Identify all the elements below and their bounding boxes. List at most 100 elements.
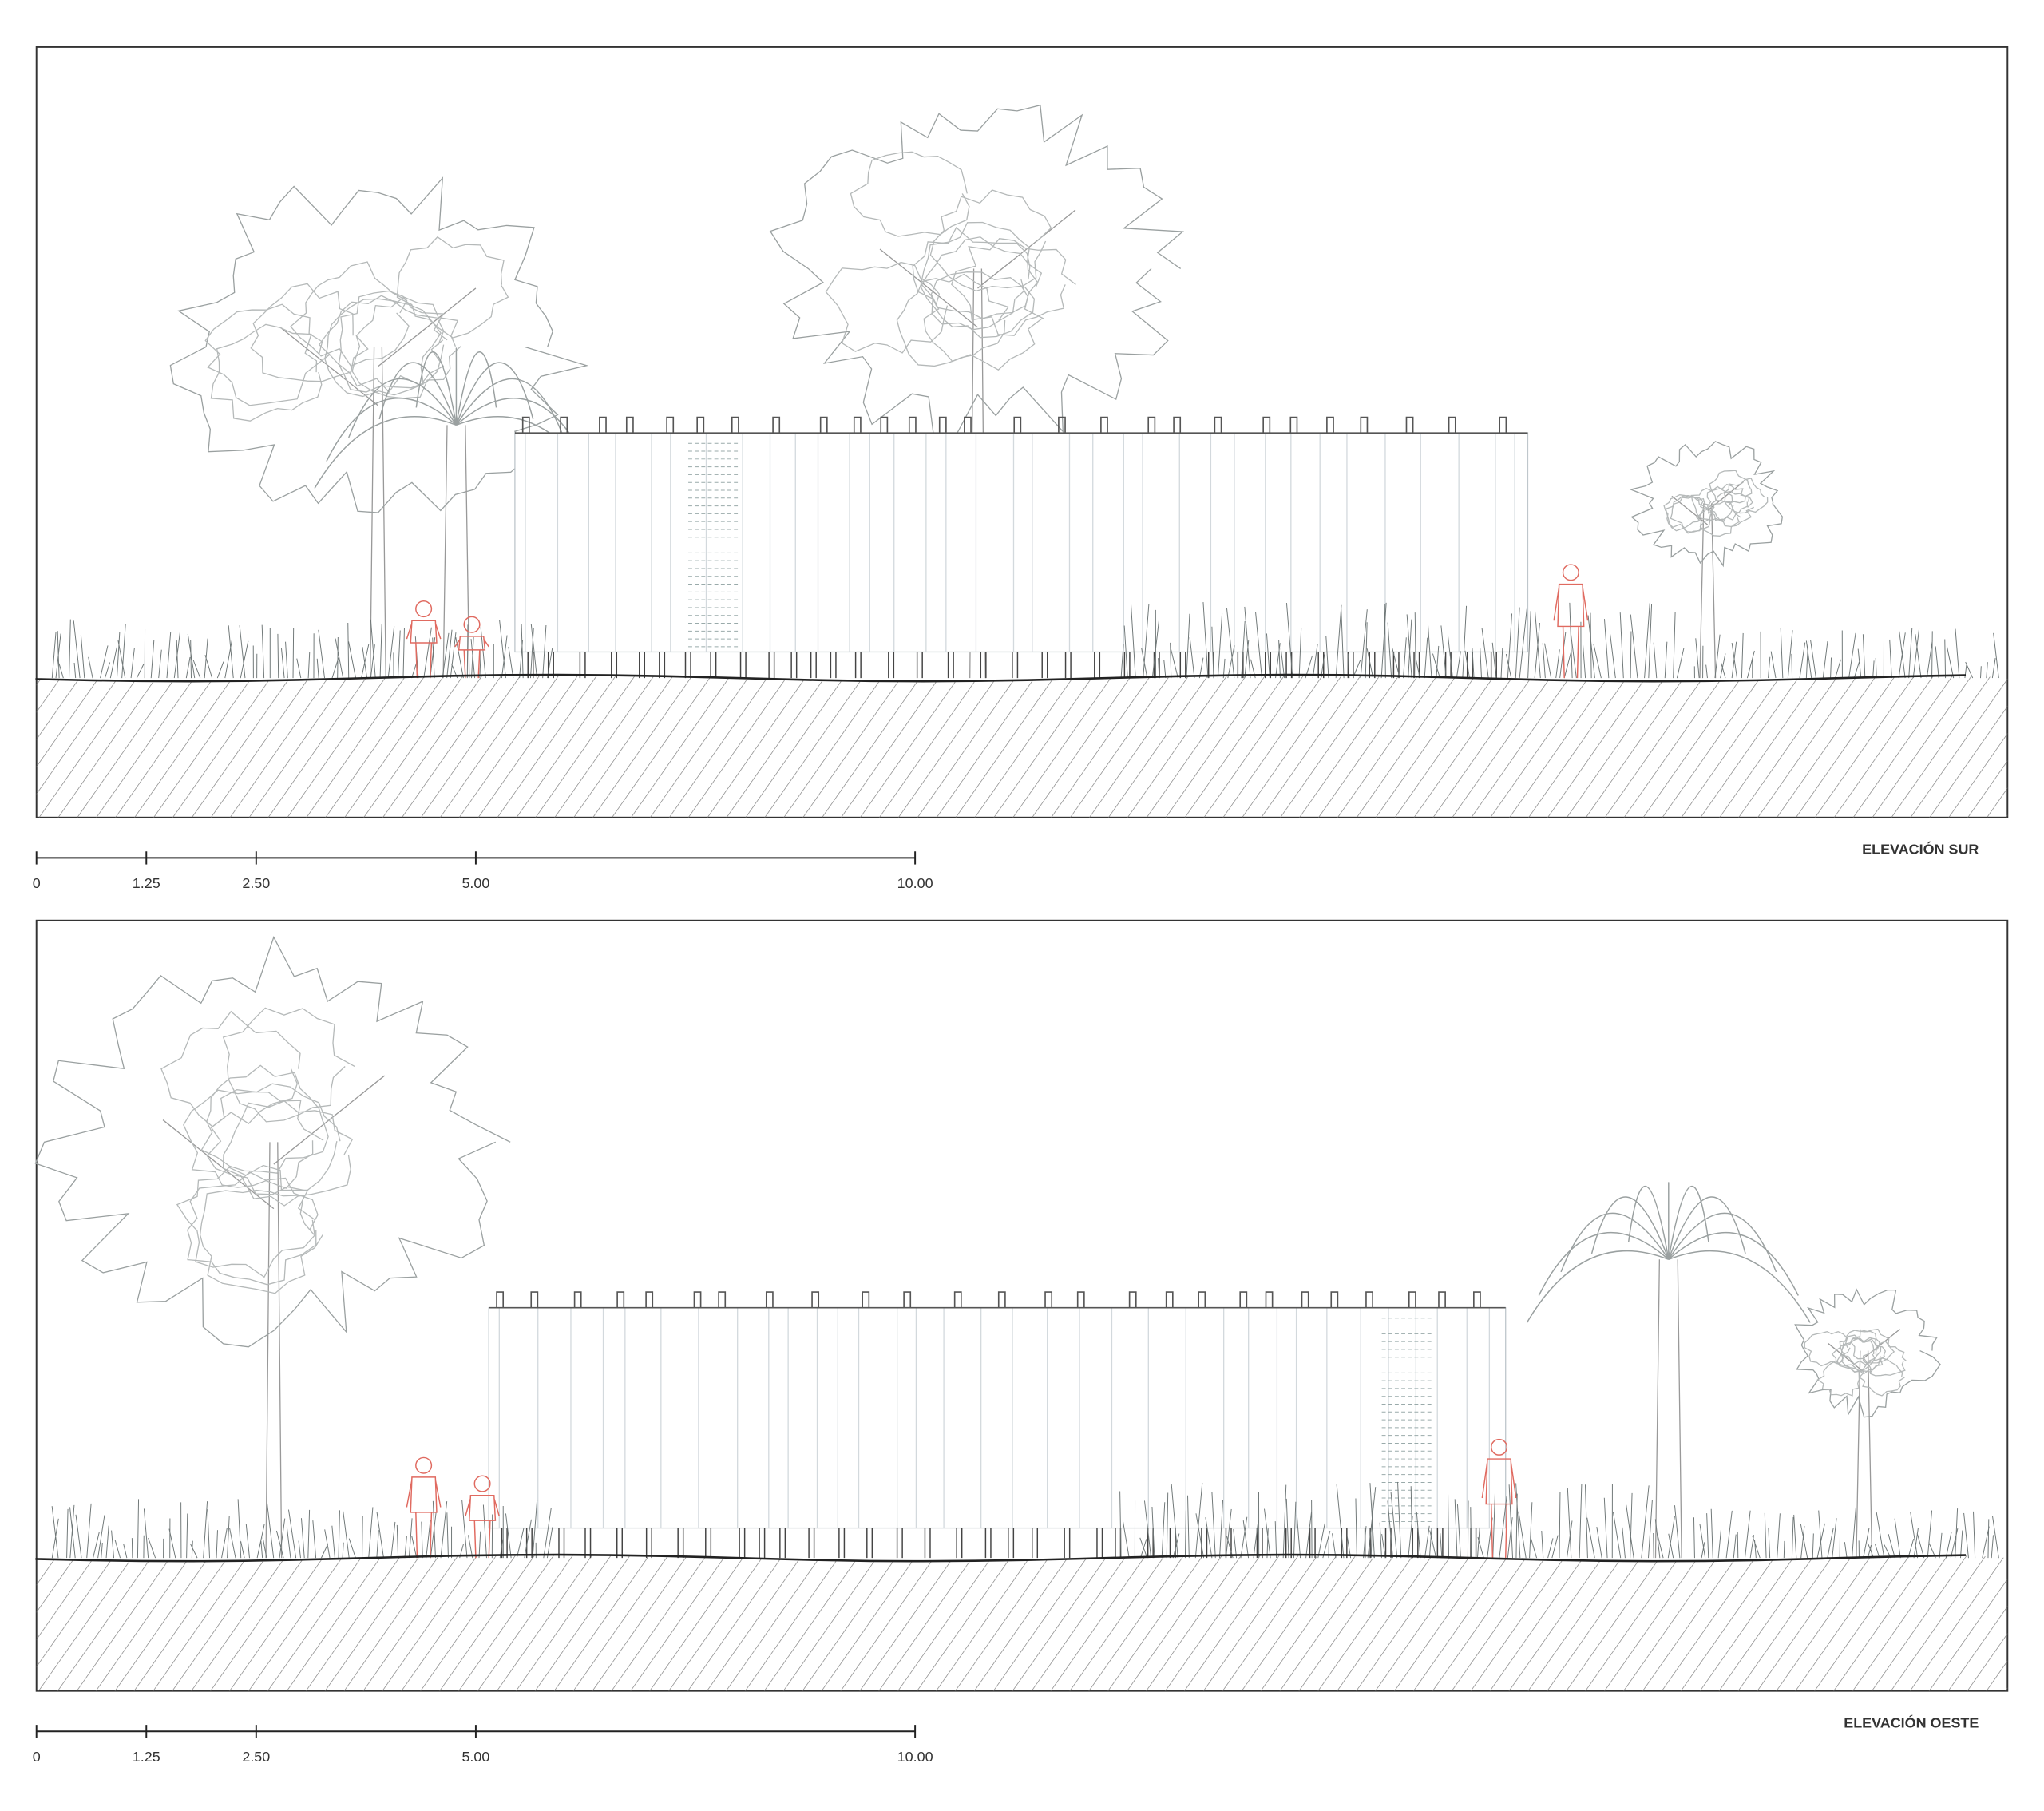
tree-outline — [1836, 1337, 1881, 1373]
roof-post — [616, 1291, 625, 1308]
base-post — [810, 652, 817, 679]
base-post — [677, 1528, 684, 1559]
scale-label: 1.25 — [133, 1749, 160, 1765]
palm-frond — [1526, 1250, 1670, 1323]
roof-post — [1198, 1291, 1206, 1308]
tree-trunk — [1671, 481, 1745, 679]
roof-post — [645, 1291, 654, 1308]
grass — [51, 619, 553, 679]
tree-outline — [951, 238, 1076, 336]
base-post — [768, 652, 775, 679]
tree-outline — [160, 1010, 301, 1127]
tree-outline — [34, 936, 511, 1348]
base-post — [838, 1528, 846, 1559]
roof-post — [1448, 416, 1456, 434]
roof-post — [862, 1291, 870, 1308]
ground-hatch — [36, 675, 2008, 818]
roof-post — [599, 416, 607, 434]
palm-frond — [1668, 1186, 1709, 1260]
roof-post — [908, 416, 917, 434]
scale-label: 2.50 — [242, 1749, 270, 1765]
grass — [51, 1499, 553, 1559]
roof-post — [696, 416, 705, 434]
roof-post — [1147, 416, 1156, 434]
roof-post — [765, 1291, 774, 1308]
base-post — [1265, 652, 1272, 679]
roof-post — [1405, 416, 1414, 434]
roof-post — [1438, 1291, 1446, 1308]
roof-post — [1173, 416, 1182, 434]
tree-outline — [318, 295, 445, 393]
tree-outline — [1670, 496, 1713, 533]
base-post — [1012, 652, 1019, 679]
base-post — [639, 652, 646, 679]
ground-line — [35, 1553, 1967, 1563]
base-post — [779, 1528, 786, 1559]
roof-post — [1301, 1291, 1309, 1308]
roof-post — [772, 416, 781, 434]
tree-outline — [1850, 1328, 1895, 1364]
tree-outline — [825, 261, 949, 354]
scale-label: 1.25 — [133, 875, 160, 891]
base-post — [739, 652, 747, 679]
roof-post — [953, 1291, 962, 1308]
person-head — [1562, 564, 1579, 581]
person-body — [1481, 1458, 1517, 1559]
person-head — [473, 1475, 491, 1492]
tree-outline — [204, 303, 331, 406]
scale-label: 10.00 — [897, 1749, 933, 1765]
building-facade — [514, 432, 1529, 653]
tree-outline — [1690, 485, 1734, 523]
base-post — [1201, 1528, 1208, 1559]
base-post — [1309, 1528, 1316, 1559]
base-post — [659, 652, 666, 679]
roof-post — [1365, 1291, 1373, 1308]
roof-post — [811, 1291, 820, 1308]
palm-frond — [1668, 1250, 1811, 1323]
tree-outline — [912, 226, 1031, 331]
tree-outline — [1831, 1334, 1876, 1373]
tree-outline — [1723, 478, 1769, 514]
roof-post — [1076, 1291, 1085, 1308]
roof-post — [1128, 1291, 1137, 1308]
roof-post — [903, 1291, 912, 1308]
person-body — [454, 636, 489, 679]
tree-outline — [176, 1164, 316, 1278]
palm-frond — [1668, 1196, 1746, 1260]
base-post — [1179, 652, 1186, 679]
elevation-title: ELEVACIÓN SUR — [1862, 841, 1979, 858]
base-post — [1369, 652, 1376, 679]
base-post — [1064, 652, 1072, 679]
roof-post — [1058, 416, 1066, 434]
base-post — [896, 1528, 903, 1559]
base-post — [739, 1528, 746, 1559]
palm-frond — [1627, 1186, 1670, 1260]
tree-outline — [1858, 1357, 1905, 1397]
base-post — [525, 1528, 533, 1559]
base-post — [1317, 652, 1325, 679]
roof-post — [880, 416, 889, 434]
roof-post — [1499, 416, 1507, 434]
grass — [1119, 1481, 1681, 1559]
base-post — [616, 1528, 624, 1559]
base-post — [1285, 1528, 1292, 1559]
base-post — [984, 1528, 992, 1559]
tree-outline — [183, 1089, 324, 1189]
palm-frond — [1560, 1212, 1670, 1273]
base-post — [808, 1528, 815, 1559]
person-body — [406, 620, 442, 679]
tree-outline — [1709, 470, 1753, 504]
base-post — [705, 1528, 712, 1559]
roof-post — [530, 1291, 539, 1308]
roof-post — [666, 416, 675, 434]
roof-post — [997, 1291, 1006, 1308]
base-post — [1008, 1528, 1015, 1559]
base-post — [790, 652, 798, 679]
tree-outline — [769, 104, 1184, 443]
base-post — [866, 1528, 873, 1559]
roof-post — [819, 416, 828, 434]
elevation-drawing: ELEVACIÓN SUR 0 1.25 2.50 5.00 10.00 — [33, 46, 2009, 891]
base-post — [980, 652, 987, 679]
ground-line — [35, 673, 1967, 683]
